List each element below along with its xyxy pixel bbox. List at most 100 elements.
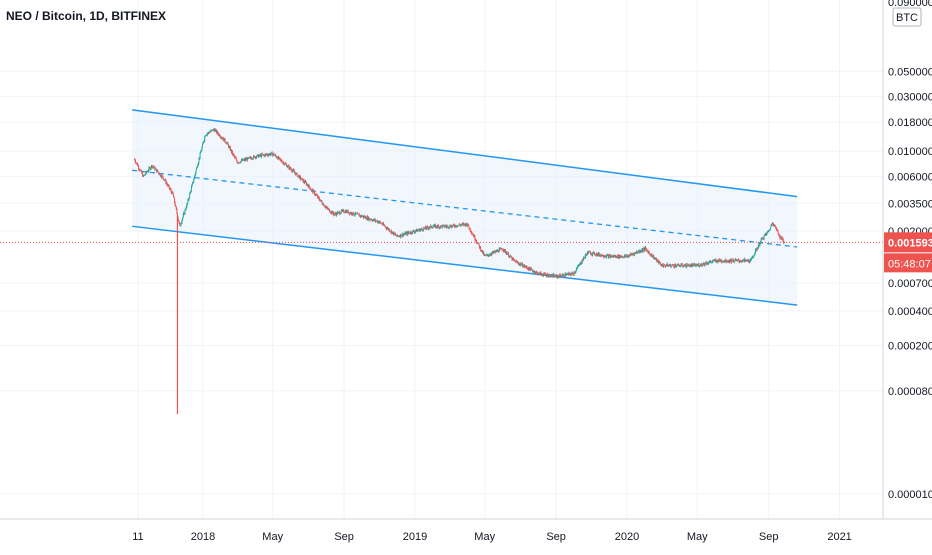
price-tick-label: 0.010000 xyxy=(888,146,932,158)
candle-body xyxy=(761,238,763,240)
candle-body xyxy=(349,212,351,214)
candle-body xyxy=(362,216,364,218)
candle-body xyxy=(223,138,225,142)
candle-body xyxy=(762,237,764,239)
candle-body xyxy=(532,270,534,272)
candle-body xyxy=(145,171,147,174)
candle-body xyxy=(263,154,265,156)
candle-body xyxy=(546,274,548,277)
candle-body xyxy=(206,134,207,136)
candle-body xyxy=(337,212,339,215)
candle-body xyxy=(401,235,403,237)
candle-body xyxy=(713,260,715,261)
candle-body xyxy=(267,154,268,156)
candle-body xyxy=(248,157,250,158)
candle-body xyxy=(378,222,380,223)
candle-body xyxy=(186,204,188,208)
candle-body xyxy=(255,156,257,158)
candle-body xyxy=(387,228,389,229)
candle-body xyxy=(462,223,464,225)
candle-body xyxy=(541,274,543,275)
candle-body xyxy=(712,260,714,262)
candle-body xyxy=(460,224,462,226)
candle-body xyxy=(405,232,407,235)
candle-body xyxy=(559,274,561,276)
candle-body xyxy=(276,157,278,160)
candle-body xyxy=(509,255,511,257)
candle-body xyxy=(420,229,422,230)
time-axis[interactable]: 11 2018 May Sep 2019 May Sep 2020 May Sep 2021 xyxy=(132,531,852,543)
candle-body xyxy=(213,129,215,130)
candle-body xyxy=(168,185,170,186)
candle-body xyxy=(612,256,614,257)
candle-body xyxy=(711,261,713,263)
candle-body xyxy=(373,219,375,221)
candle-body xyxy=(489,254,491,256)
candle-body xyxy=(153,166,155,168)
candle-body xyxy=(176,213,178,217)
candle-body xyxy=(341,210,343,212)
channel-mid-line[interactable] xyxy=(132,169,798,248)
candle-body xyxy=(749,259,751,263)
candle-body xyxy=(296,173,297,174)
candle-body xyxy=(391,232,393,234)
candle-body xyxy=(774,225,775,227)
price-tick-label: 0.030000 xyxy=(888,92,932,104)
candle-body xyxy=(670,264,672,267)
time-tick-label: May xyxy=(687,531,708,543)
candle-body xyxy=(396,234,398,236)
candle-body xyxy=(218,133,220,135)
candle-body xyxy=(659,261,660,263)
candle-body xyxy=(291,170,293,172)
candle-body xyxy=(624,255,626,257)
candle-body xyxy=(577,266,579,268)
candle-body xyxy=(614,255,616,257)
candle-body xyxy=(175,206,177,210)
candle-body xyxy=(777,231,779,234)
candle-body xyxy=(494,250,496,252)
candle-body xyxy=(366,216,368,220)
candle-body xyxy=(710,261,712,262)
candle-body xyxy=(703,263,705,265)
candle-body xyxy=(429,226,431,228)
candle-body xyxy=(691,264,692,267)
candle-body xyxy=(398,236,400,237)
candle-body xyxy=(554,275,556,277)
candle-body xyxy=(402,233,404,236)
candle-body xyxy=(215,129,217,133)
candle-body xyxy=(211,130,213,131)
candle-body xyxy=(314,194,316,196)
candle-body xyxy=(332,211,334,214)
time-tick-label: May xyxy=(474,531,495,543)
candle-body xyxy=(240,159,242,162)
channel-upper-line[interactable] xyxy=(132,109,798,198)
candle-body xyxy=(236,161,238,164)
candle-body xyxy=(176,209,178,214)
candle-body xyxy=(320,200,322,201)
candle-body xyxy=(512,258,514,260)
candle-body xyxy=(352,212,354,215)
candle-body xyxy=(358,214,360,217)
candle-body xyxy=(492,252,494,253)
candle-body xyxy=(191,184,193,188)
candle-body xyxy=(206,133,208,135)
candle-body xyxy=(645,247,647,249)
candle-body xyxy=(383,223,385,226)
candle-body xyxy=(228,146,230,148)
candle-body xyxy=(285,164,287,165)
currency-badge[interactable] xyxy=(892,7,922,27)
candle-body xyxy=(567,273,569,275)
candle-body xyxy=(613,255,615,257)
candle-body xyxy=(315,194,317,196)
channel-lower-line[interactable] xyxy=(132,225,798,306)
candle-body xyxy=(235,158,237,160)
countdown-label: 05:48:07 xyxy=(888,258,931,270)
candle-body xyxy=(156,170,158,172)
candle-body xyxy=(302,178,304,182)
candle-body xyxy=(195,170,197,174)
candle-body xyxy=(170,189,171,190)
candle-body xyxy=(495,250,497,253)
candle-body xyxy=(664,264,666,266)
